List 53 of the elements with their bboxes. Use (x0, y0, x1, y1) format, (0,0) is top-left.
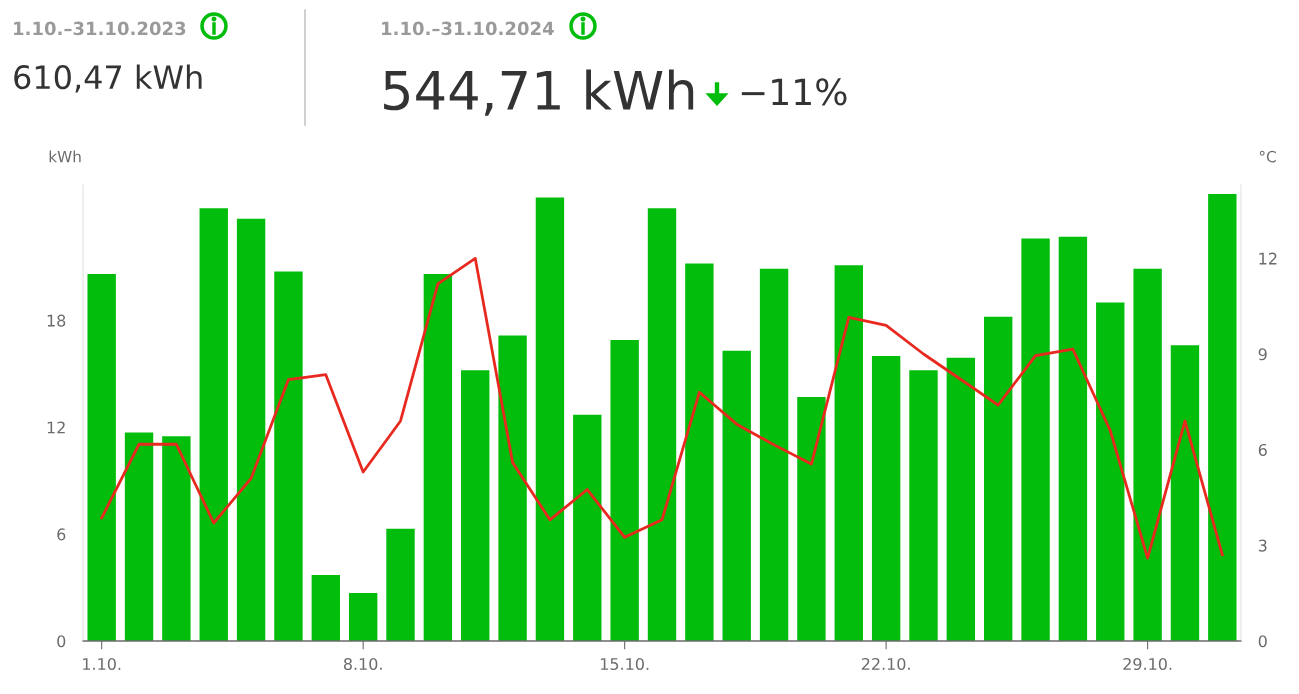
y2-tick-label: 0 (1258, 635, 1267, 648)
text: 610,47 kWh (14, 64, 202, 93)
bar (759, 268, 789, 641)
bar (647, 208, 677, 641)
y-axis-title: kWh (49, 150, 81, 163)
bar (1096, 302, 1125, 641)
bar (1208, 193, 1237, 641)
bar (984, 316, 1013, 641)
bar (498, 335, 527, 641)
bar (274, 271, 303, 641)
bar (1058, 236, 1088, 641)
text: −11% (741, 78, 847, 106)
bar (1021, 238, 1050, 641)
x-tick-label: 15.10. (601, 657, 649, 671)
bar (461, 370, 490, 641)
y-tick-label: 6 (57, 528, 66, 541)
bar (573, 414, 602, 641)
y2-tick-label: 9 (1258, 348, 1267, 361)
bar (199, 208, 228, 641)
line-series (100, 256, 1224, 560)
x-tick-label: 1.10. (83, 657, 121, 671)
bar (162, 436, 191, 641)
x-tick-label: 8.10. (343, 657, 382, 671)
bar (909, 370, 938, 641)
bar (423, 274, 453, 641)
y-tick-label: 0 (57, 635, 66, 648)
x-tick-label: 22.10. (861, 657, 910, 671)
bar (871, 356, 901, 641)
bar (535, 197, 565, 641)
bar (236, 218, 266, 641)
bar (87, 274, 116, 641)
bar (386, 528, 415, 641)
bar (348, 592, 378, 641)
bar (1133, 268, 1162, 641)
bar (834, 265, 863, 641)
bar (685, 263, 714, 641)
text: 1.10.–31.10.2023 (14, 21, 186, 36)
bar (1170, 345, 1200, 641)
bar (124, 432, 154, 641)
y2-tick-label: 3 (1258, 539, 1267, 552)
bar (722, 350, 751, 641)
bar (797, 396, 826, 641)
y2-axis-title: °C (1259, 150, 1276, 163)
bar (610, 339, 639, 641)
y-tick-label: 12 (47, 421, 65, 434)
y-tick-label: 18 (47, 314, 66, 327)
y2-tick-label: 12 (1259, 252, 1277, 265)
text: 1.10.–31.10.2024 (382, 21, 554, 36)
bar (946, 357, 976, 641)
bar (311, 575, 340, 641)
x-tick-label: 29.10. (1123, 657, 1172, 671)
y2-tick-label: 6 (1258, 443, 1267, 456)
text: 544,71 kWh (384, 69, 694, 116)
